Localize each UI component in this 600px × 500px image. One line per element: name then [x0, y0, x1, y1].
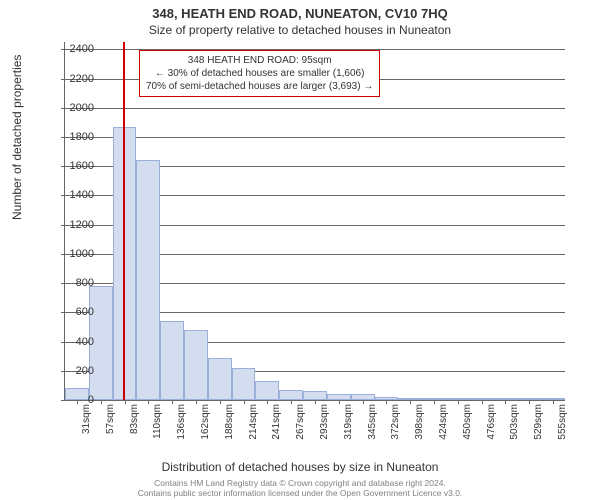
x-tick-label: 57sqm [105, 404, 116, 434]
footer-line-2: Contains public sector information licen… [0, 489, 600, 498]
x-tick-label: 31sqm [81, 404, 92, 434]
x-tick [410, 400, 411, 404]
grid-line [65, 137, 565, 138]
histogram-bar [184, 330, 208, 400]
x-tick-label: 110sqm [152, 404, 163, 439]
x-tick-label: 529sqm [533, 404, 544, 440]
x-tick-label: 293sqm [319, 404, 330, 440]
x-tick-label: 83sqm [129, 404, 140, 434]
page-subtitle: Size of property relative to detached ho… [0, 21, 600, 37]
x-tick [148, 400, 149, 404]
histogram-bar [136, 160, 160, 400]
histogram-bar [160, 321, 184, 400]
x-tick [505, 400, 506, 404]
annotation-line: 70% of semi-detached houses are larger (… [146, 80, 373, 93]
y-tick-label: 2400 [54, 43, 94, 55]
annotation-line: ← 30% of detached houses are smaller (1,… [146, 67, 373, 80]
x-tick-label: 214sqm [248, 404, 259, 440]
y-tick-label: 2000 [54, 102, 94, 114]
y-tick-label: 800 [54, 277, 94, 289]
y-tick-label: 200 [54, 365, 94, 377]
x-tick-label: 398sqm [414, 404, 425, 440]
annotation-box: 348 HEATH END ROAD: 95sqm← 30% of detach… [139, 50, 380, 97]
x-tick-label: 424sqm [438, 404, 449, 440]
x-tick [386, 400, 387, 404]
x-tick [172, 400, 173, 404]
histogram-bar [232, 368, 256, 400]
y-tick-label: 1000 [54, 248, 94, 260]
x-tick [434, 400, 435, 404]
x-tick [220, 400, 221, 404]
x-tick [196, 400, 197, 404]
x-tick [553, 400, 554, 404]
x-axis-label: Distribution of detached houses by size … [0, 460, 600, 474]
x-tick [458, 400, 459, 404]
plot-area: 31sqm57sqm83sqm110sqm136sqm162sqm188sqm2… [64, 42, 565, 401]
x-tick-label: 503sqm [509, 404, 520, 440]
x-tick [363, 400, 364, 404]
histogram-bar [303, 391, 327, 400]
x-tick [125, 400, 126, 404]
page-title: 348, HEATH END ROAD, NUNEATON, CV10 7HQ [0, 0, 600, 21]
x-tick-label: 241sqm [271, 404, 282, 440]
x-tick-label: 267sqm [295, 404, 306, 440]
x-tick [339, 400, 340, 404]
footer-attribution: Contains HM Land Registry data © Crown c… [0, 479, 600, 498]
x-tick [101, 400, 102, 404]
x-tick-label: 162sqm [200, 404, 211, 440]
x-tick-label: 319sqm [343, 404, 354, 440]
y-tick-label: 2200 [54, 73, 94, 85]
y-tick-label: 600 [54, 306, 94, 318]
x-tick-label: 136sqm [176, 404, 187, 440]
x-tick [291, 400, 292, 404]
histogram-chart: 31sqm57sqm83sqm110sqm136sqm162sqm188sqm2… [64, 42, 564, 400]
y-tick-label: 1600 [54, 160, 94, 172]
x-tick [482, 400, 483, 404]
x-tick [315, 400, 316, 404]
y-tick-label: 400 [54, 336, 94, 348]
x-tick-label: 372sqm [390, 404, 401, 440]
grid-line [65, 108, 565, 109]
annotation-line: 348 HEATH END ROAD: 95sqm [146, 54, 373, 67]
y-axis-label: Number of detached properties [10, 55, 24, 220]
x-tick-label: 450sqm [462, 404, 473, 440]
y-tick-label: 0 [54, 394, 94, 406]
x-tick-label: 555sqm [557, 404, 568, 440]
histogram-bar [113, 127, 137, 400]
x-tick [529, 400, 530, 404]
histogram-bar [208, 358, 232, 400]
y-tick-label: 1200 [54, 219, 94, 231]
x-tick [267, 400, 268, 404]
x-tick [244, 400, 245, 404]
histogram-bar [255, 381, 279, 400]
y-tick-label: 1400 [54, 189, 94, 201]
property-marker-line [123, 42, 125, 400]
y-tick-label: 1800 [54, 131, 94, 143]
x-tick-label: 476sqm [486, 404, 497, 440]
histogram-bar [279, 390, 303, 400]
x-tick-label: 345sqm [367, 404, 378, 440]
x-tick-label: 188sqm [224, 404, 235, 440]
